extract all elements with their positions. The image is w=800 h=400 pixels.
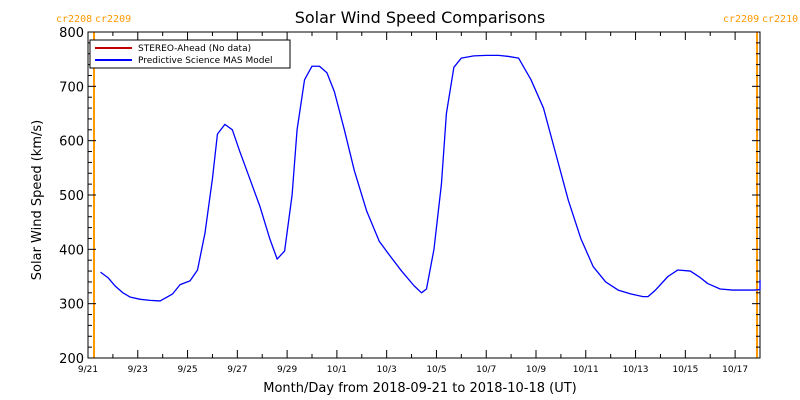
x-tick-label: 9/21 (78, 365, 98, 375)
x-tick-label: 10/17 (722, 365, 748, 375)
plot-frame (87, 31, 761, 359)
y-tick-label: 500 (59, 189, 84, 204)
x-tick-label: 10/9 (526, 365, 546, 375)
x-tick-label: 9/23 (128, 365, 148, 375)
carrington-label-left-1: cr2208 (56, 14, 92, 25)
legend: STEREO-Ahead (No data) Predictive Scienc… (89, 39, 291, 69)
series-line-mas-model (100, 54, 761, 302)
y-axis-label: Solar Wind Speed (km/s) (30, 120, 45, 280)
x-tick-label: 10/3 (377, 365, 397, 375)
y-tick-label: 300 (59, 298, 84, 313)
y-axis-ticks: 200 300 400 500 600 700 800 (59, 26, 760, 367)
legend-label-model: Predictive Science MAS Model (138, 56, 273, 66)
legend-box (89, 39, 291, 69)
y-tick-label: 700 (59, 80, 84, 95)
x-axis-ticks: 9/21 9/23 9/25 9/27 9/29 10/1 10/3 10/5 10/7 10/9… (78, 32, 761, 375)
x-tick-label: 9/29 (277, 365, 297, 375)
carrington-label-right-1: cr2209 (723, 14, 759, 25)
x-tick-label: 10/7 (476, 365, 496, 375)
carrington-label-left-2: cr2209 (95, 14, 131, 25)
x-tick-label: 10/11 (573, 365, 599, 375)
x-tick-label: 9/25 (177, 365, 197, 375)
x-tick-label: 10/15 (672, 365, 698, 375)
y-tick-label: 800 (59, 26, 84, 41)
chart-title: Solar Wind Speed Comparisons (295, 8, 546, 27)
y-tick-label: 200 (59, 352, 84, 367)
x-tick-label: 10/5 (426, 365, 446, 375)
x-axis-label: Month/Day from 2018-09-21 to 2018-10-18 … (263, 381, 576, 396)
y-tick-label: 600 (59, 135, 84, 150)
legend-label-stereo: STEREO-Ahead (No data) (138, 44, 251, 54)
y-tick-label: 400 (59, 243, 84, 258)
x-tick-label: 10/13 (623, 365, 649, 375)
carrington-label-right-2: cr2210 (762, 14, 798, 25)
x-tick-label: 10/1 (327, 365, 347, 375)
x-tick-label: 9/27 (227, 365, 247, 375)
